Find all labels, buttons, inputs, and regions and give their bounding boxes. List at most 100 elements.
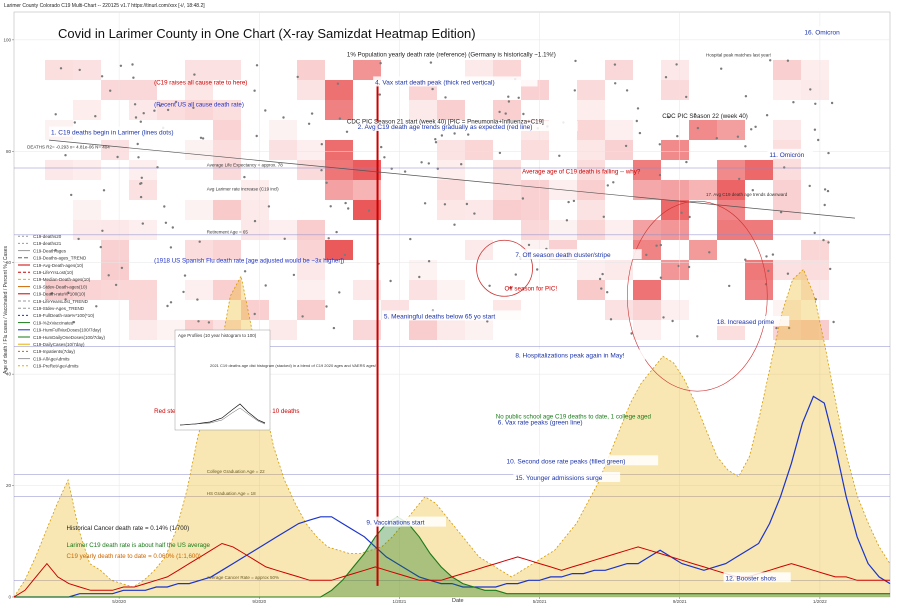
heat-cell <box>437 100 465 120</box>
death-age-point <box>343 253 347 257</box>
x-tick-label: 9/2020 <box>252 599 266 604</box>
heat-cell <box>73 100 101 120</box>
death-age-point <box>132 76 135 79</box>
callout-16: 16. Omicron <box>804 29 840 36</box>
heat-cell <box>157 100 185 120</box>
annotation-2: (Recent US all cause death rate) <box>154 102 244 109</box>
legend-entry: C19-DailyCases(10/7day) <box>33 342 85 347</box>
death-age-point <box>380 145 383 149</box>
heat-cell <box>269 220 297 240</box>
death-age-point <box>183 274 187 277</box>
heat-cell <box>409 260 437 280</box>
heat-cell <box>689 240 717 260</box>
heat-cell <box>605 300 633 320</box>
death-age-point <box>645 253 648 257</box>
death-age-point <box>197 320 200 323</box>
death-age-point <box>344 201 347 205</box>
age-profile-inset: Age Profiles (10 year histogram to 100) … <box>174 329 376 431</box>
heat-cell <box>577 120 605 140</box>
death-age-point <box>486 320 489 323</box>
death-age-point <box>119 64 123 68</box>
minor-label-2: 17. Avg C19 death age trends downward <box>706 192 788 197</box>
legend-entry: C19-Deaths-ages_TREND <box>33 256 87 261</box>
legend-entry: C19-Stdev-Death-ages(10) <box>33 284 88 289</box>
death-age-point <box>427 260 431 263</box>
heat-cell <box>605 140 633 160</box>
heat-cell <box>325 100 353 120</box>
heat-cell <box>465 320 493 340</box>
heat-cell <box>129 160 157 180</box>
heat-cell <box>465 200 493 220</box>
minor-label-3: Hospital peak matches last year! <box>706 53 771 58</box>
death-age-point <box>715 137 718 140</box>
heat-cell <box>129 80 157 100</box>
heat-cell <box>801 60 829 80</box>
heat-cell <box>213 240 241 260</box>
chart-title: Covid in Larimer County in One Chart (X-… <box>58 26 476 41</box>
heat-cell <box>493 100 521 120</box>
inset-histogram-line-2 <box>179 407 266 426</box>
plot-area <box>13 11 891 598</box>
heat-cell <box>409 280 437 300</box>
heat-cell <box>689 180 717 200</box>
heat-cell <box>213 280 241 300</box>
heat-cell <box>73 280 101 300</box>
heat-cell <box>633 300 661 320</box>
heat-cell <box>213 100 241 120</box>
death-age-point <box>120 266 124 270</box>
heat-cell <box>661 60 689 80</box>
inset-text: 2021 C19 deaths age dist histogram (stac… <box>210 363 376 368</box>
heat-cell <box>185 200 213 220</box>
heat-cell <box>801 240 829 260</box>
heat-cell <box>437 180 465 200</box>
heat-cell <box>577 80 605 100</box>
death-age-point <box>504 112 507 115</box>
heat-cell <box>717 220 745 240</box>
death-age-point <box>153 109 156 112</box>
death-age-point <box>736 135 740 138</box>
annotation-12: Off season for PIC! <box>505 286 558 293</box>
heat-cell <box>661 180 689 200</box>
death-age-point <box>676 135 679 138</box>
death-age-point <box>423 202 427 205</box>
death-age-point <box>440 134 444 137</box>
heat-cell <box>773 160 801 180</box>
heat-cell <box>45 280 73 300</box>
death-age-point <box>783 166 786 169</box>
heatmap-layer <box>45 59 835 340</box>
heat-cell <box>745 280 773 300</box>
death-age-point <box>100 75 104 78</box>
annotation-0: 1% Population yearly death rate (referen… <box>347 52 556 59</box>
heat-cell <box>661 200 689 220</box>
death-age-point <box>131 63 134 66</box>
death-age-point <box>429 61 433 64</box>
death-age-point <box>809 88 812 91</box>
callout-5: 5. Meaningful deaths below 65 yo start <box>384 313 495 320</box>
death-age-point <box>320 169 323 172</box>
death-age-point <box>95 305 98 308</box>
heat-cell <box>101 280 129 300</box>
y-axis: 0 20 40 60 80 100 <box>3 37 14 600</box>
death-age-point <box>567 200 570 204</box>
death-age-point <box>574 59 577 63</box>
x-axis-label: Date <box>452 598 464 604</box>
heat-cell <box>185 60 213 80</box>
heat-cell <box>661 140 689 160</box>
heat-cell <box>269 140 297 160</box>
heat-cell <box>577 180 605 200</box>
death-age-point <box>813 128 817 131</box>
x-tick-label: 5/2020 <box>112 599 126 604</box>
death-age-point <box>658 173 662 177</box>
heat-cell <box>213 140 241 160</box>
death-age-point <box>255 134 258 138</box>
death-age-point <box>345 130 349 133</box>
death-age-point <box>327 237 330 240</box>
reference-line-label: HS Graduation Age = 18 <box>207 491 256 496</box>
death-age-point <box>166 108 170 112</box>
heat-cell <box>633 160 661 180</box>
death-age-point <box>565 219 569 222</box>
heat-cell <box>73 160 101 180</box>
legend-entry: C19-deaths20 <box>33 234 62 239</box>
callout-15: 15. Younger admissions surge <box>515 475 602 482</box>
